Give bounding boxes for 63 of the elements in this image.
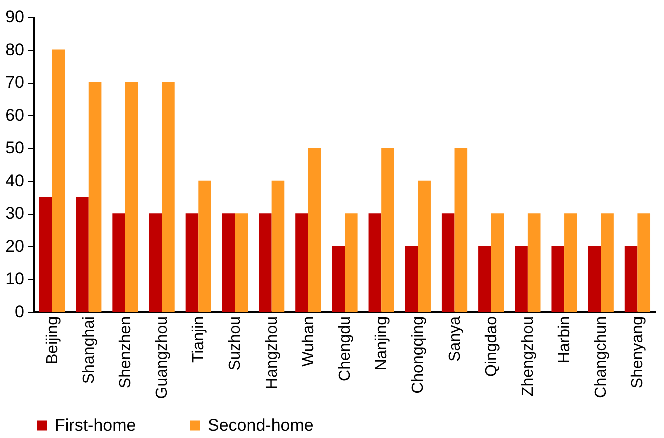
y-tick-label: 80	[6, 40, 24, 60]
bar	[478, 246, 492, 312]
bar	[296, 214, 308, 312]
bar	[405, 246, 418, 312]
y-tick-label: 30	[6, 204, 24, 224]
bar	[198, 180, 212, 312]
bar	[162, 82, 175, 312]
bar	[588, 246, 602, 312]
bar	[442, 214, 455, 312]
x-tick-label: Suzhou	[227, 316, 244, 371]
x-tick-label: Wuhan	[300, 316, 318, 367]
bar	[454, 148, 468, 312]
y-tick-label: 10	[6, 270, 24, 289]
bar	[125, 82, 138, 312]
y-tick-label: 40	[6, 171, 24, 190]
x-tick-label: Tianjin	[190, 316, 208, 364]
y-tick-label: 90	[6, 8, 24, 26]
x-tick-label: Hangzhou	[264, 316, 281, 390]
y-tick-label: 70	[6, 73, 24, 92]
bar	[112, 214, 126, 312]
bar	[382, 148, 394, 312]
bar	[601, 214, 614, 312]
bar	[624, 246, 638, 312]
y-tick-label: 60	[6, 106, 24, 125]
x-tick-label: Chengdu	[337, 316, 354, 382]
bar	[564, 214, 578, 312]
bar	[149, 214, 162, 312]
x-tick-label: Shenzhen	[117, 316, 134, 389]
legend-label: First-home	[55, 416, 136, 435]
y-tick-label: 50	[6, 138, 24, 158]
y-tick-label: 20	[6, 236, 24, 256]
x-tick-label: Qingdao	[483, 316, 500, 377]
bar	[39, 197, 52, 312]
bar	[76, 197, 89, 312]
bar	[259, 214, 272, 312]
bar	[515, 246, 528, 312]
bar	[52, 50, 66, 312]
legend-label: Second-home	[208, 416, 314, 435]
bar	[186, 214, 199, 312]
x-tick-label: Changchun	[593, 316, 610, 398]
bar	[235, 214, 248, 312]
bar	[368, 214, 382, 312]
bar	[345, 214, 358, 312]
x-tick-label: Guangzhou	[154, 316, 172, 400]
x-tick-label: Zhengzhou	[520, 316, 537, 397]
x-tick-label: Sanya	[446, 316, 464, 362]
bar	[88, 82, 102, 312]
bar	[332, 246, 345, 312]
bar	[528, 214, 541, 312]
bar	[491, 214, 504, 312]
bar	[552, 246, 565, 312]
bar	[638, 214, 651, 312]
x-tick-label: Harbin	[556, 316, 574, 364]
bar	[418, 180, 431, 312]
bar	[308, 148, 322, 312]
x-tick-label: Beijing	[44, 316, 62, 365]
x-tick-label: Chongqing	[410, 316, 428, 394]
x-tick-label: Shanghai	[80, 316, 98, 384]
x-tick-label: Shenyang	[630, 316, 647, 389]
y-tick-label: 0	[15, 302, 24, 322]
bar	[272, 180, 285, 312]
x-tick-label: Nanjing	[374, 316, 391, 371]
bar	[222, 214, 236, 312]
